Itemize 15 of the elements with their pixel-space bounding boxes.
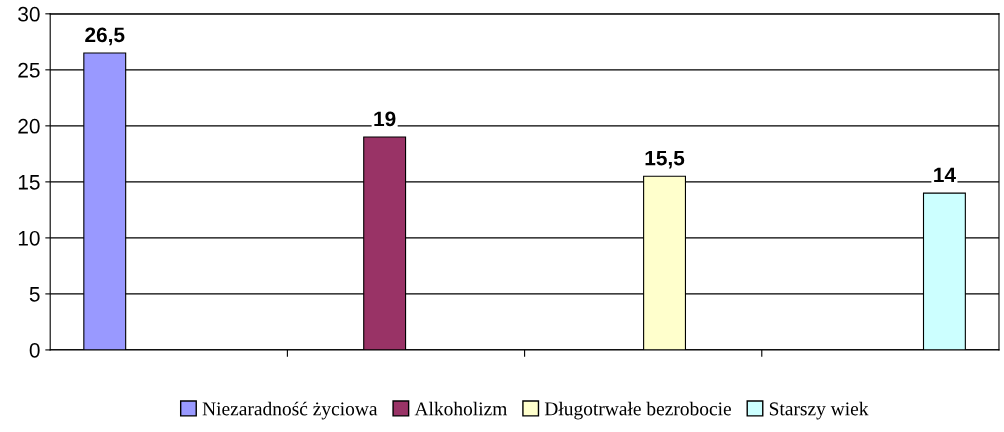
legend-label: Niezaradność życiowa	[202, 401, 378, 420]
y-tick-label: 15	[18, 175, 40, 190]
data-label: 14	[934, 167, 956, 183]
y-tick-label: 10	[18, 230, 40, 246]
data-label: 26,5	[85, 27, 125, 46]
y-tick-label: 0	[29, 342, 40, 358]
data-label: 19	[374, 111, 396, 127]
y-tick-label: 5	[29, 287, 40, 302]
legend-label: Alkoholizm	[414, 401, 508, 416]
data-label: 15,5	[645, 150, 685, 169]
legend-label: Starszy wiek	[769, 401, 869, 420]
y-tick-label: 30	[18, 6, 40, 22]
legend-label: Długotrwałe bezrobocie	[544, 401, 731, 420]
y-tick-label: 20	[18, 118, 40, 134]
y-tick-label: 25	[18, 62, 40, 78]
